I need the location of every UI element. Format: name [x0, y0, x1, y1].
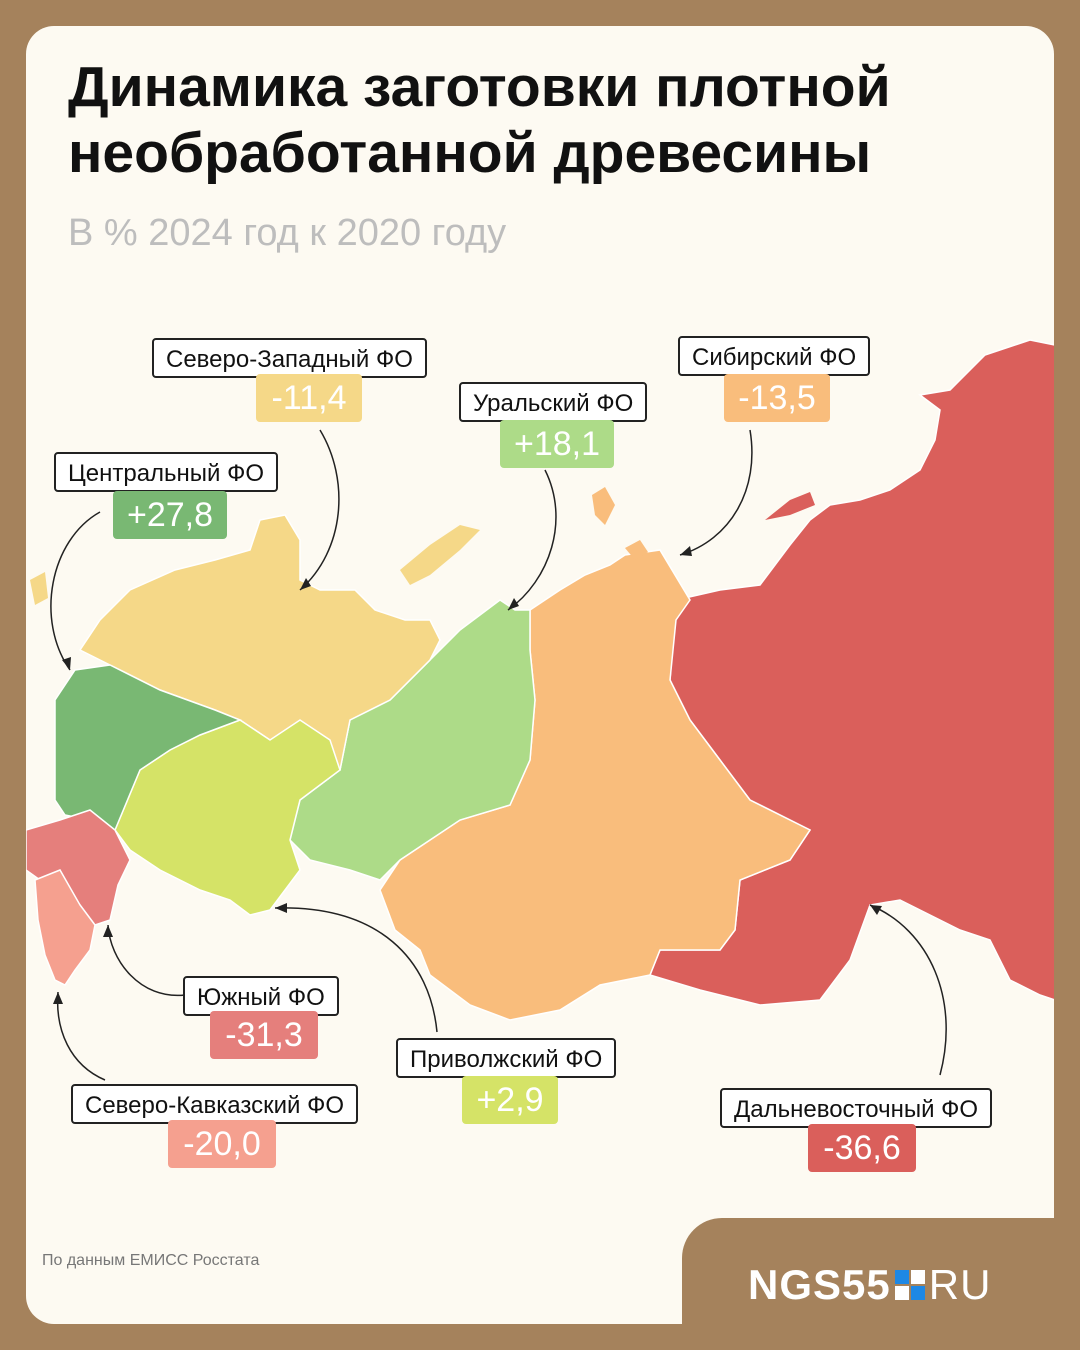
label-cfo: Центральный ФО: [54, 452, 279, 492]
logo-name: NGS55: [748, 1261, 891, 1308]
arrow-dfo: [869, 904, 947, 1076]
region-sfo-island: [592, 487, 615, 525]
region-skfo: [34, 869, 96, 986]
arrow-skfo: [56, 991, 106, 1081]
value-cfo: +27,8: [113, 491, 227, 539]
page-title: Динамика заготовки плотной необработанно…: [68, 55, 891, 185]
arrow-pfo: [274, 907, 438, 1033]
region-cfo: [54, 664, 243, 831]
arrow-yufo: [107, 924, 186, 997]
value-ufo: +18,1: [500, 420, 614, 468]
arrow-szfo: [299, 429, 340, 591]
value-dfo: -36,6: [808, 1124, 916, 1172]
region-szfo-novaya-zemlya: [400, 525, 480, 585]
value-yufo: -31,3: [210, 1011, 318, 1059]
value-pfo: +2,9: [462, 1076, 558, 1124]
label-sfo: Сибирский ФО: [678, 336, 871, 376]
region-szfo-kaliningrad: [30, 572, 48, 605]
arrow-ufo: [507, 469, 557, 611]
region-sfo-island-2: [625, 540, 648, 560]
label-yufo: Южный ФО: [183, 976, 339, 1016]
region-pfo: [114, 719, 341, 916]
label-dfo: Дальневосточный ФО: [720, 1088, 993, 1128]
value-sfo: -13,5: [724, 374, 830, 422]
label-skfo: Северо-Кавказский ФО: [71, 1084, 359, 1124]
arrow-sfo: [679, 429, 753, 556]
label-pfo: Приволжский ФО: [396, 1038, 617, 1078]
arrow-cfo: [50, 511, 101, 671]
page-subtitle: В % 2024 год к 2020 году: [68, 212, 507, 254]
arrow-heads: [53, 546, 882, 1004]
logo-tab: [682, 1218, 1054, 1324]
source-note: По данным ЕМИСС Росстата: [42, 1252, 260, 1269]
value-skfo: -20,0: [168, 1120, 276, 1168]
ngs55-logo[interactable]: NGS55 RU: [748, 1261, 992, 1308]
russia-map: [26, 339, 1054, 1081]
region-dfo-island: [765, 492, 815, 520]
logo-squares-icon: [894, 1270, 925, 1300]
label-ufo: Уральский ФО: [459, 382, 648, 422]
label-szfo: Северо-Западный ФО: [152, 338, 427, 378]
logo-domain: RU: [928, 1261, 992, 1308]
value-szfo: -11,4: [256, 374, 362, 422]
